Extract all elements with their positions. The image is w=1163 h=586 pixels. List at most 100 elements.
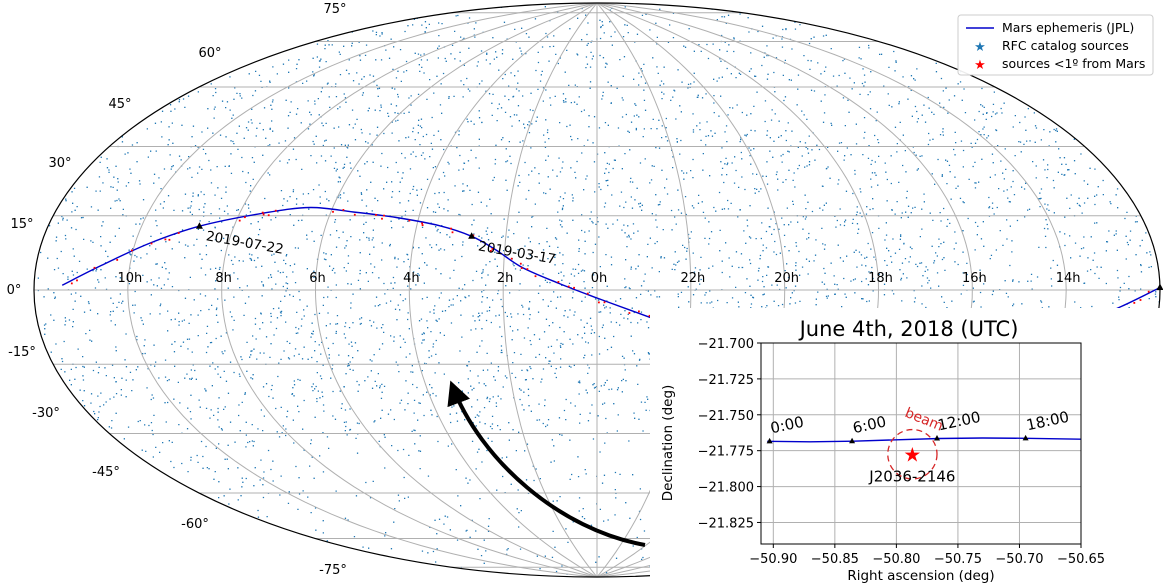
dec-tick-label: 0°: [7, 283, 22, 298]
inset-xtick-label: −50.75: [934, 552, 982, 567]
dec-tick-label: 60°: [198, 46, 221, 61]
dec-tick-label: -60°: [181, 517, 209, 532]
near-source-dot: [586, 292, 589, 295]
near-source-dot: [164, 238, 167, 241]
near-source-dot: [177, 232, 180, 234]
legend: Mars ephemeris (JPL) ★ RFC catalog sources…: [957, 14, 1154, 76]
legend-label: sources <1º from Mars: [1002, 56, 1145, 71]
near-source-dot: [628, 312, 631, 314]
meridian-line: [221, 3, 598, 577]
near-source-dot: [491, 248, 494, 250]
meridian-line: [502, 3, 598, 577]
dec-tick-label: 75°: [323, 2, 346, 17]
ra-tick-label: 22h: [680, 271, 705, 286]
near-source-dot: [557, 281, 560, 283]
dec-tick-label: -75°: [319, 563, 347, 578]
dec-tick-label: -15°: [8, 345, 36, 360]
inset-xtick-label: −50.85: [811, 552, 859, 567]
date-marker: [195, 222, 203, 229]
near-source-dot: [353, 213, 356, 216]
near-source-dot: [1147, 290, 1150, 293]
near-source-dot: [1133, 302, 1136, 304]
legend-star-swatch: ★: [974, 58, 986, 73]
near-source-dot: [168, 238, 171, 241]
near-source-dot: [451, 231, 454, 234]
inset-background: [650, 308, 1163, 586]
ra-tick-label: 0h: [591, 271, 608, 286]
inset-xtick-label: −50.70: [995, 552, 1043, 567]
date-marker-label: 2019-03-17: [477, 238, 557, 267]
near-source-dot: [383, 214, 385, 217]
date-marker: [1156, 283, 1163, 290]
near-source-dot: [450, 227, 452, 230]
inset-ytick-label: −21.750: [698, 409, 754, 424]
inset-ytick-label: −21.725: [698, 373, 754, 388]
near-source-dot: [93, 266, 96, 269]
map-border: [33, 2, 1161, 578]
ra-tick-label: 4h: [403, 271, 420, 286]
near-source-dot: [490, 250, 492, 252]
date-marker-label: 2019-07-22: [205, 228, 285, 257]
near-source-dot: [262, 213, 265, 216]
ra-tick-label: 20h: [774, 271, 799, 286]
near-source-dot: [131, 249, 133, 252]
inset-mars-track: [767, 437, 1082, 443]
dec-tick-label: -30°: [32, 406, 60, 421]
near-source-dot: [342, 209, 345, 211]
meridian-line: [408, 3, 598, 577]
legend-label: Mars ephemeris (JPL): [1002, 20, 1134, 35]
meridian-line: [314, 3, 598, 577]
legend-star-swatch: ★: [974, 40, 986, 55]
near-source-dot: [573, 286, 575, 289]
near-source-dot: [238, 219, 241, 222]
date-marker: [468, 232, 476, 239]
near-source-dot: [534, 275, 537, 278]
dec-tick-label: -45°: [92, 465, 120, 480]
legend-label: RFC catalog sources: [1002, 38, 1129, 53]
ra-tick-label: 18h: [868, 271, 893, 286]
near-source-dot: [274, 209, 277, 212]
source-label: J2036-2146: [868, 467, 955, 485]
near-source-dot: [421, 224, 424, 226]
near-source-dot: [519, 262, 522, 265]
near-source-dot: [421, 222, 423, 225]
time-marker: [849, 437, 856, 444]
inset-ytick-label: −21.700: [698, 337, 754, 352]
zoom-arrow: [447, 380, 646, 547]
inset-ticks: −50.90 −50.85 −50.80 −50.75 −50.70 −50.65 −21.…: [698, 337, 1105, 567]
ra-tick-label: 2h: [497, 271, 514, 286]
inset-ytick-label: −21.775: [698, 445, 754, 460]
map-grid: [34, 3, 1160, 577]
near-source-dot: [638, 310, 640, 313]
near-source-dot: [70, 282, 73, 285]
near-source-dot: [381, 217, 383, 220]
time-marker: [1022, 434, 1029, 441]
near-source-dot: [332, 210, 334, 213]
near-source-dot: [267, 214, 270, 217]
source-star: ★: [903, 442, 921, 466]
legend-box: [957, 14, 1154, 76]
near-source-dot: [510, 257, 513, 260]
ra-tick-label: 10h: [117, 271, 142, 286]
inset-ytick-label: −21.825: [698, 516, 754, 531]
dec-tick-labels: 75° 60° 45° 30° 15° 0° -15° -30° -45° -60° -75°: [7, 2, 347, 578]
dec-tick-label: 15°: [10, 217, 33, 232]
time-marker: [934, 434, 940, 441]
near-source-dot: [648, 314, 651, 317]
near-source-dot: [150, 242, 153, 245]
inset-panel: June 4th, 2018 (UTC) −50.90 −50.85 −50.80−…: [650, 308, 1163, 586]
near-source-dot: [1139, 299, 1142, 301]
inset-xtick-label: −50.90: [749, 552, 797, 567]
ra-tick-labels: 14h 16h 18h 20h 22h 0h 2h 4h 6h 8h 10h: [117, 271, 1080, 286]
near-source-dot: [375, 214, 377, 216]
ra-tick-label: 14h: [1056, 271, 1081, 286]
inset-xlabel: Right ascension (deg): [847, 568, 994, 584]
inset-title: June 4th, 2018 (UTC): [798, 317, 1019, 341]
inset-ylabel: Declination (deg): [660, 385, 676, 502]
inset-xtick-label: −50.65: [1057, 552, 1105, 567]
near-source-dot: [567, 285, 570, 288]
near-source-dot: [408, 219, 411, 222]
meridian-line: [127, 3, 598, 577]
ra-tick-label: 6h: [309, 271, 326, 286]
inset-xtick-label: −50.80: [872, 552, 920, 567]
